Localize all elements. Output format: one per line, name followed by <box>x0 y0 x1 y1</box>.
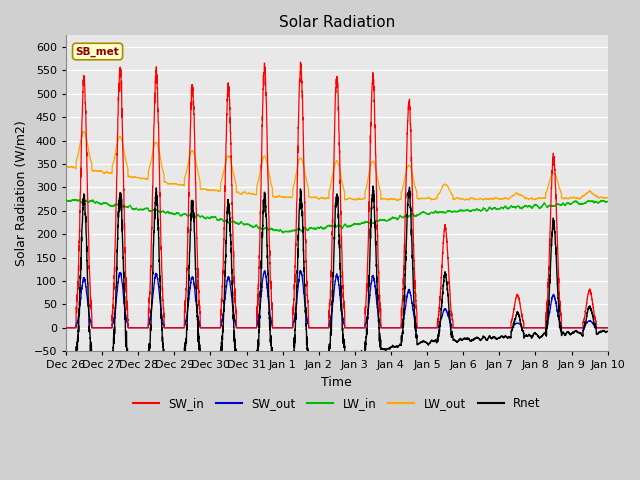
Text: SB_met: SB_met <box>76 47 120 57</box>
Y-axis label: Solar Radiation (W/m2): Solar Radiation (W/m2) <box>15 120 28 266</box>
Title: Solar Radiation: Solar Radiation <box>278 15 395 30</box>
Legend: SW_in, SW_out, LW_in, LW_out, Rnet: SW_in, SW_out, LW_in, LW_out, Rnet <box>128 392 545 415</box>
X-axis label: Time: Time <box>321 376 352 389</box>
